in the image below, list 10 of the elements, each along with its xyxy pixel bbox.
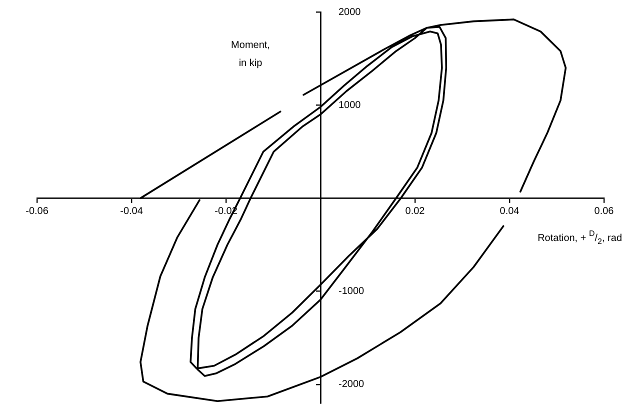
- x-tick-label: 0.02: [405, 206, 426, 217]
- x-tick-label: -0.04: [120, 206, 144, 217]
- x-tick-label: -0.06: [26, 206, 49, 217]
- y-tick-label: -1000: [338, 286, 365, 298]
- x-tick-label: 0.06: [594, 206, 614, 217]
- x-tick-label: 0.04: [500, 206, 520, 217]
- y-tick-label: 2000: [338, 6, 362, 18]
- y-axis-title: Moment, in kip: [231, 40, 270, 69]
- y-tick-label: 1000: [338, 100, 362, 111]
- y-tick-label: -2000: [338, 379, 365, 390]
